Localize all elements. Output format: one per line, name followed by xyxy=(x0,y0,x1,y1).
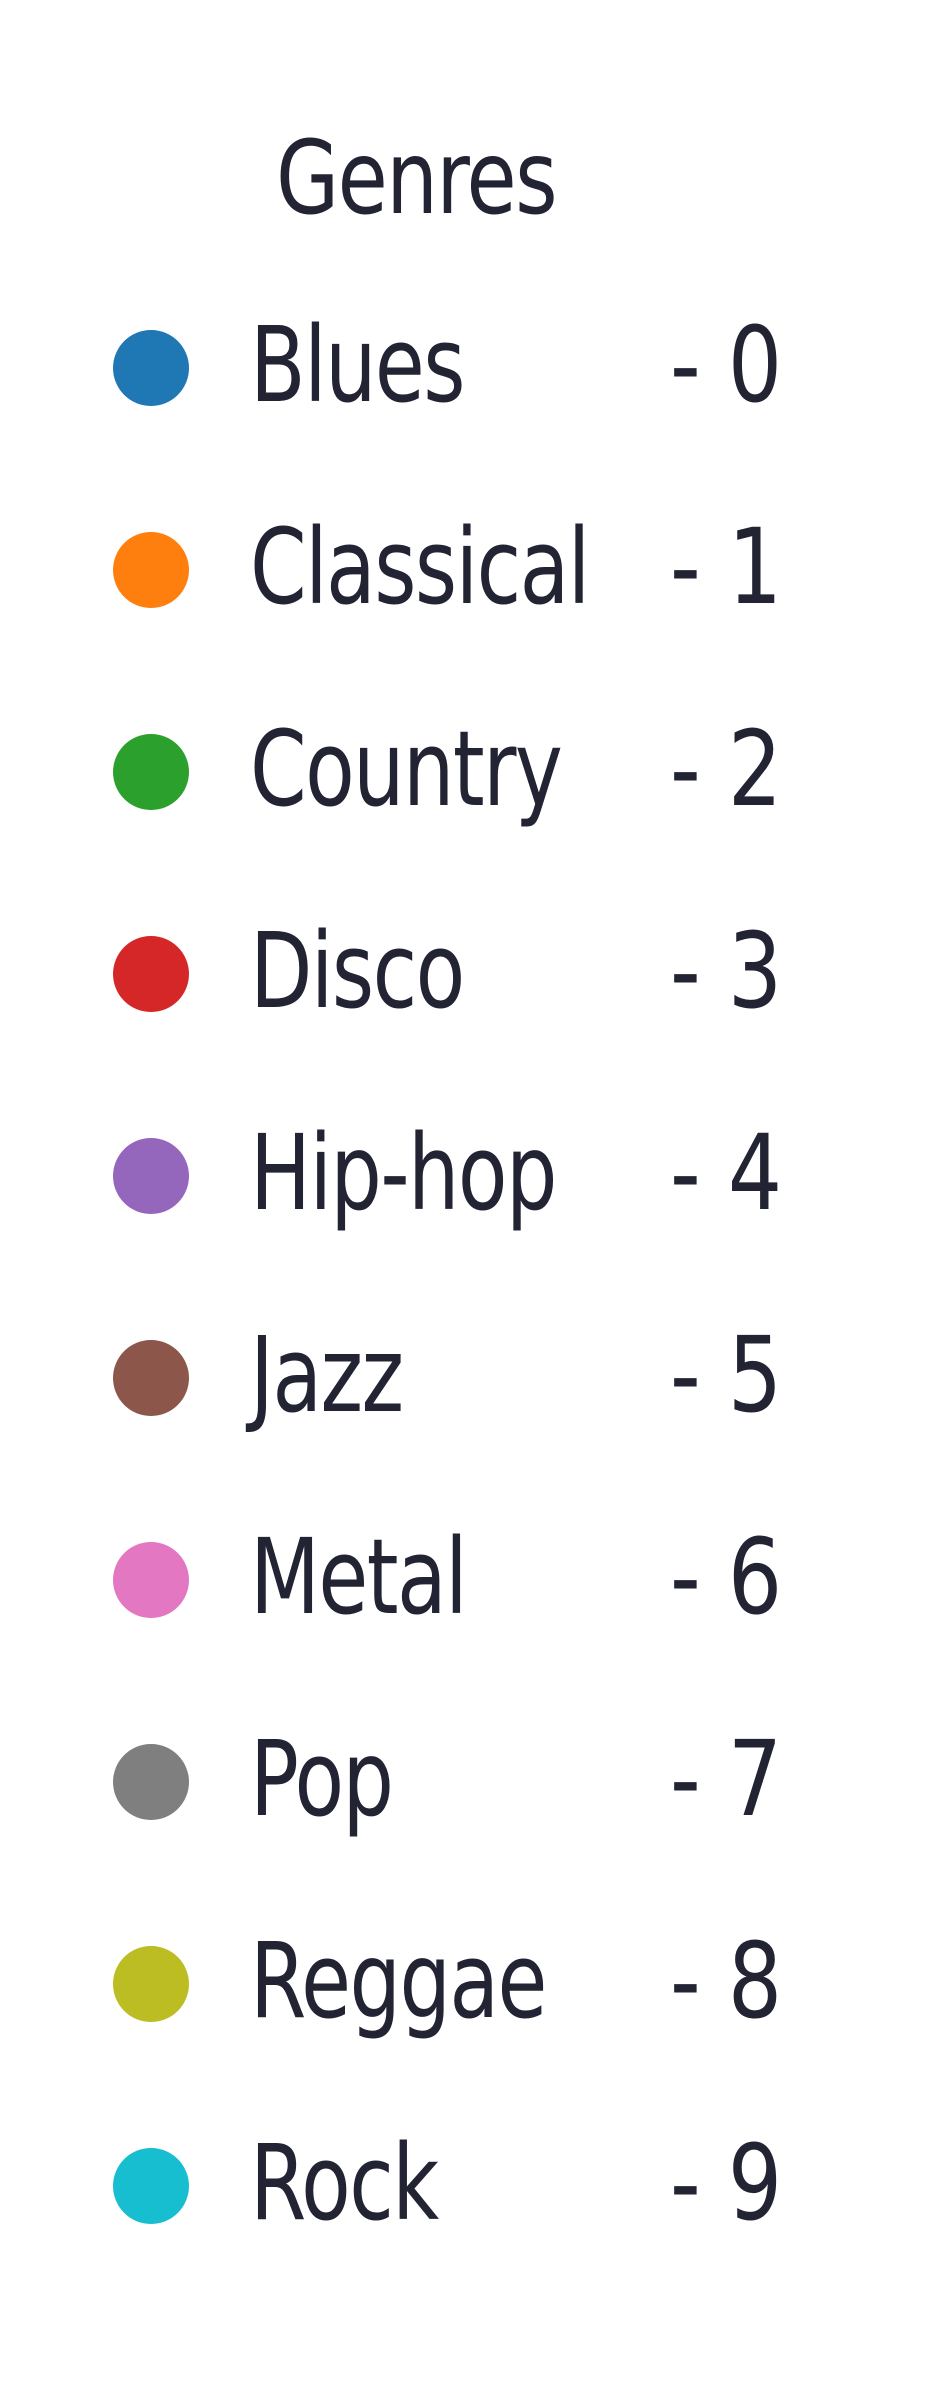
legend-swatch xyxy=(113,1542,189,1618)
legend-swatch xyxy=(113,1946,189,2022)
legend-entry-rock: Rock - 9 xyxy=(0,2111,946,2261)
legend-label: Pop xyxy=(250,1718,394,1840)
legend-code: - 4 xyxy=(670,1112,783,1234)
legend-swatch xyxy=(113,2148,189,2224)
legend-entry-pop: Pop - 7 xyxy=(0,1707,946,1857)
legend-title: Genres xyxy=(275,119,558,238)
legend-code: - 0 xyxy=(670,304,783,426)
legend-entry-metal: Metal - 6 xyxy=(0,1505,946,1655)
legend-swatch xyxy=(113,532,189,608)
legend-entry-classical: Classical - 1 xyxy=(0,495,946,645)
legend-label: Disco xyxy=(250,910,465,1032)
legend-swatch xyxy=(113,330,189,406)
legend-entry-hip-hop: Hip-hop - 4 xyxy=(0,1101,946,1251)
legend-code: - 9 xyxy=(670,2122,783,2244)
legend-entry-reggae: Reggae - 8 xyxy=(0,1909,946,2059)
legend-label: Reggae xyxy=(250,1920,547,2042)
legend-swatch xyxy=(113,936,189,1012)
legend-swatch xyxy=(113,1138,189,1214)
legend-label: Rock xyxy=(250,2122,439,2244)
legend-code: - 7 xyxy=(670,1718,783,1840)
legend-label: Hip-hop xyxy=(250,1112,557,1234)
legend-label: Blues xyxy=(250,304,466,426)
legend-label: Country xyxy=(250,708,563,830)
legend-code: - 3 xyxy=(670,910,783,1032)
legend-swatch xyxy=(113,1744,189,1820)
legend-entry-country: Country - 2 xyxy=(0,697,946,847)
legend-label: Metal xyxy=(250,1516,468,1638)
legend-code: - 1 xyxy=(670,506,783,628)
legend-label: Classical xyxy=(250,506,590,628)
legend-entry-disco: Disco - 3 xyxy=(0,899,946,1049)
legend-swatch xyxy=(113,734,189,810)
legend-swatch xyxy=(113,1340,189,1416)
legend-entry-jazz: Jazz - 5 xyxy=(0,1303,946,1453)
legend-entry-blues: Blues - 0 xyxy=(0,293,946,443)
legend-code: - 2 xyxy=(670,708,783,830)
legend-code: - 6 xyxy=(670,1516,783,1638)
legend-code: - 5 xyxy=(670,1314,783,1436)
legend-code: - 8 xyxy=(670,1920,783,2042)
legend-label: Jazz xyxy=(250,1314,404,1436)
